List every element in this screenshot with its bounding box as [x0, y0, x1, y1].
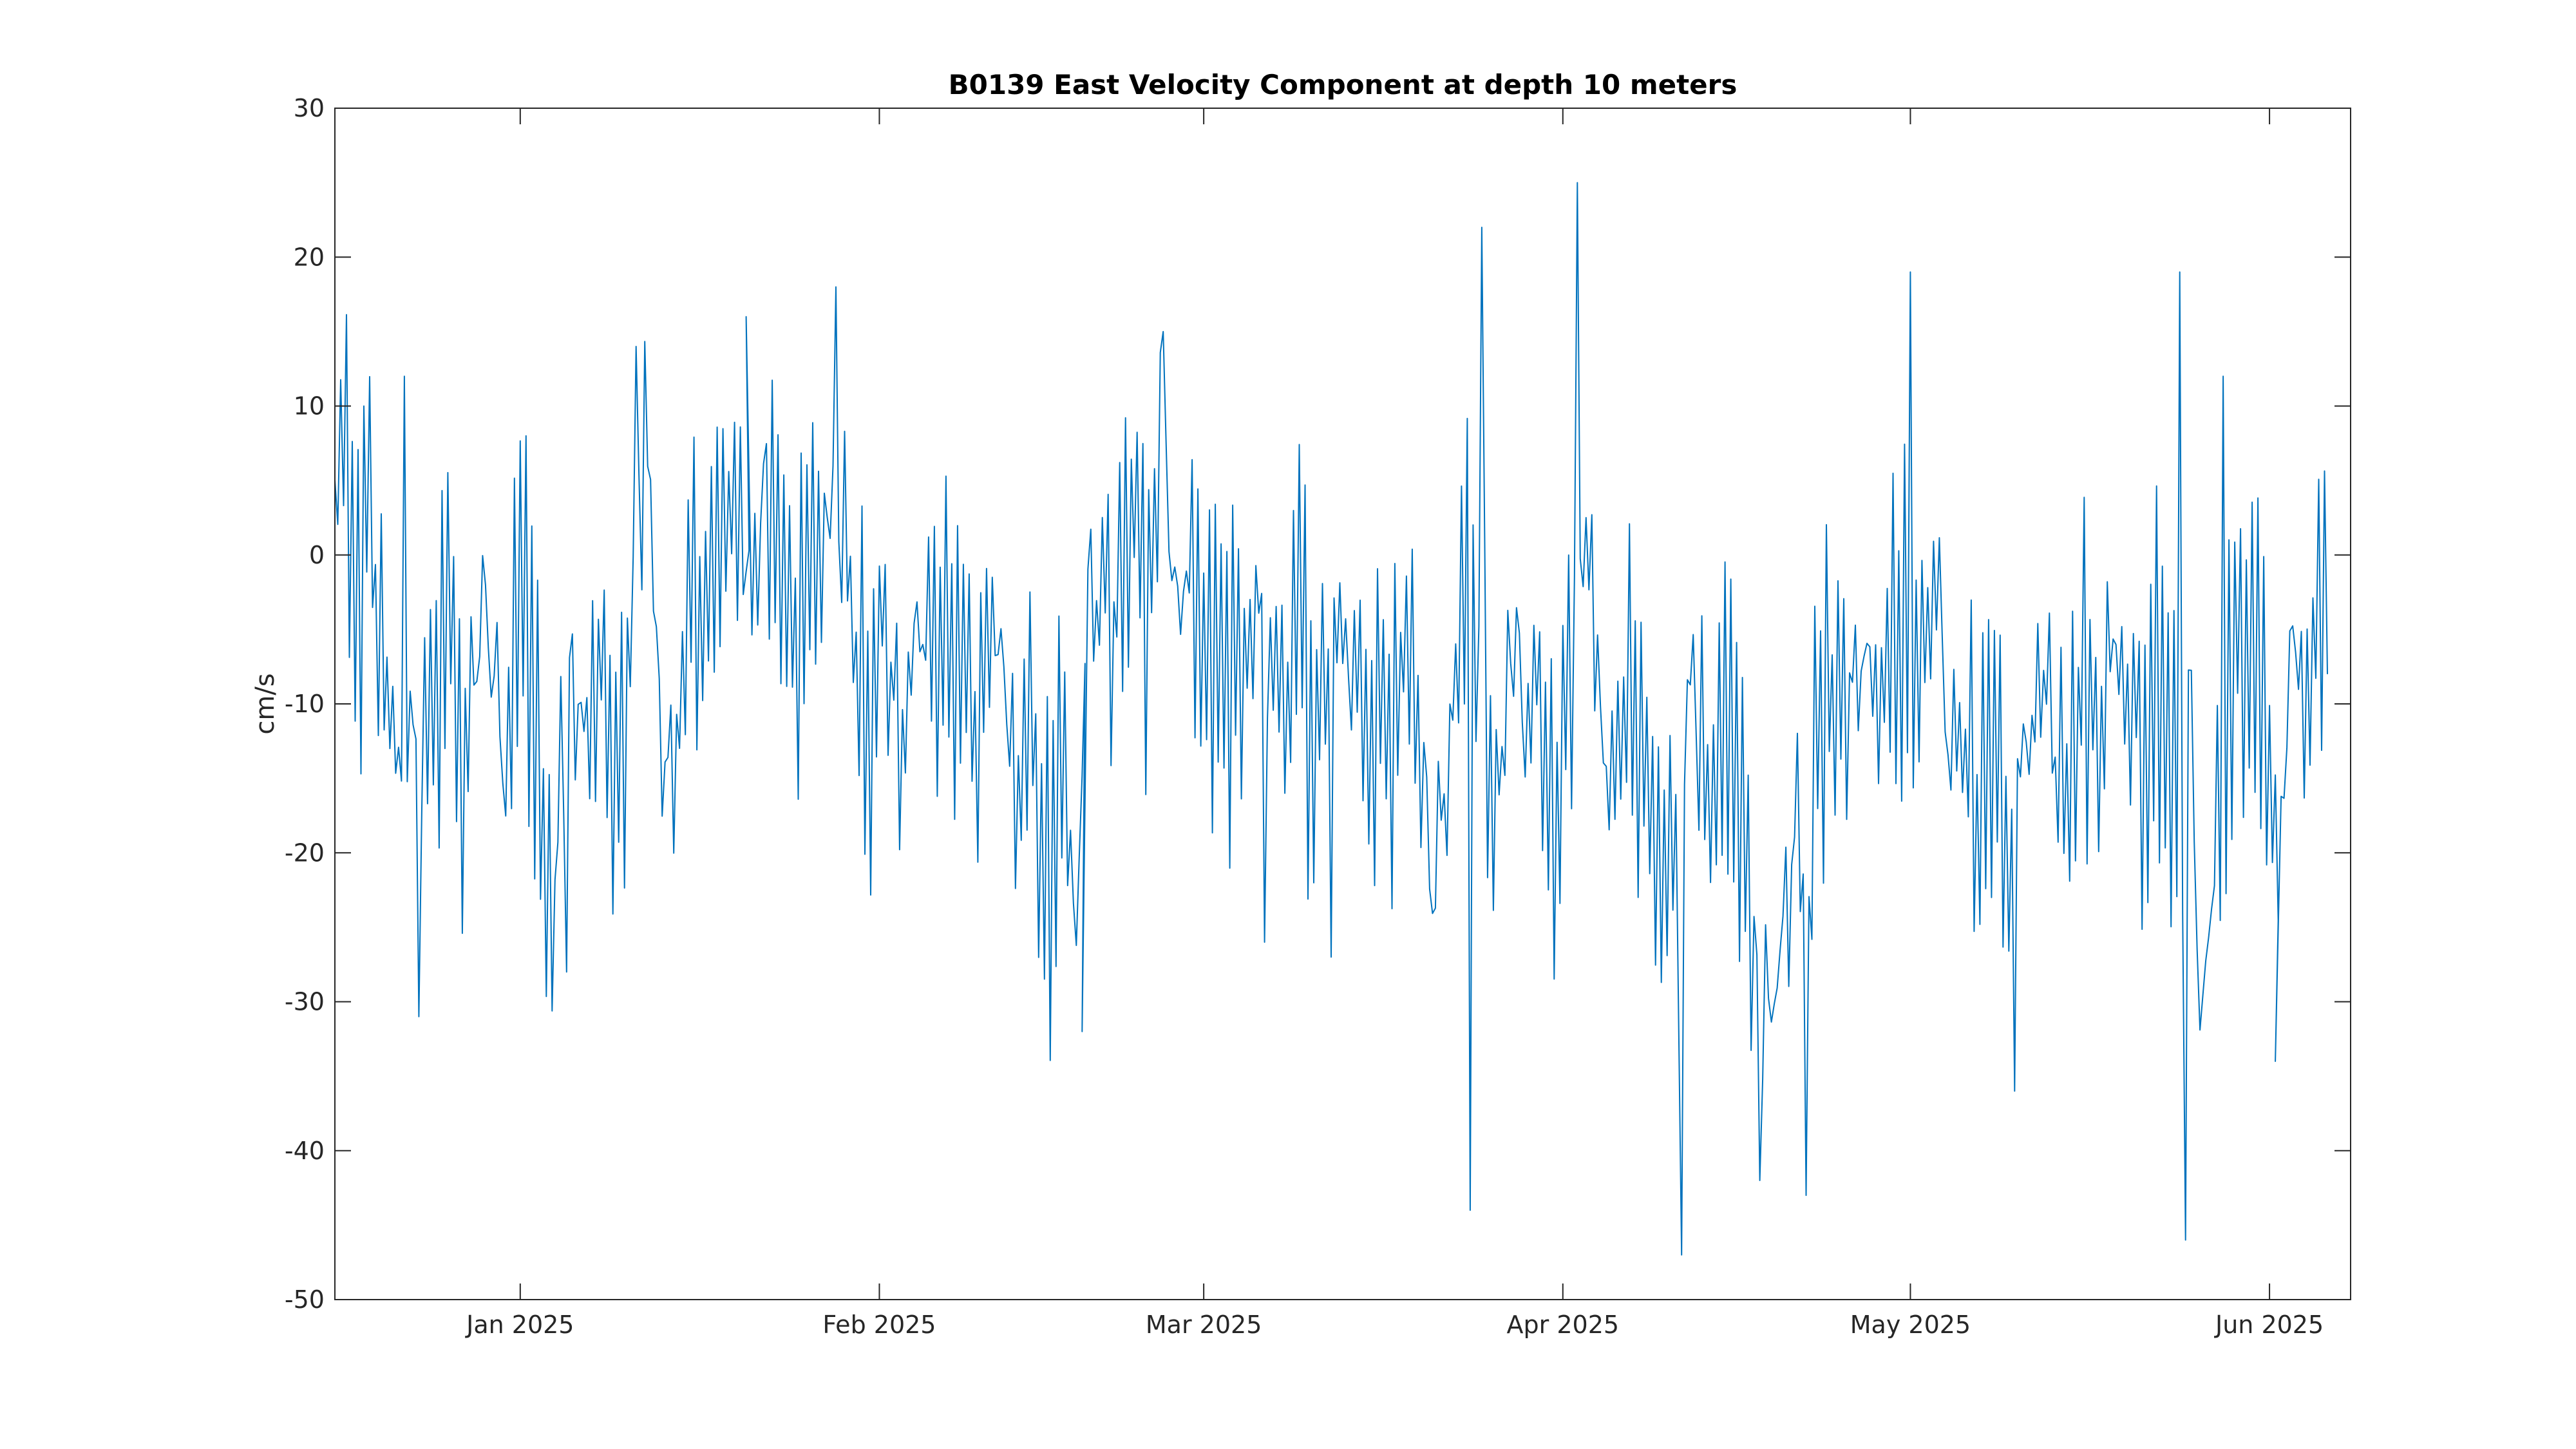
x-tick-label: Feb 2025 [822, 1311, 936, 1339]
plot-area [335, 108, 2351, 1300]
x-tick-label: Mar 2025 [1146, 1311, 1262, 1339]
y-tick-label: 20 [294, 243, 325, 271]
y-axis-label: cm/s [251, 673, 280, 734]
y-tick-label: -30 [285, 988, 325, 1016]
y-tick-label: -40 [285, 1137, 325, 1165]
x-tick-label: May 2025 [1850, 1311, 1971, 1339]
series-layer [334, 182, 2328, 1256]
series-line [334, 182, 2328, 1256]
y-tick-label: 30 [294, 94, 325, 122]
y-tick-label: 0 [309, 541, 325, 569]
x-tick-label: Jan 2025 [465, 1311, 574, 1339]
x-tick-label: Apr 2025 [1507, 1311, 1620, 1339]
chart-title: B0139 East Velocity Component at depth 1… [949, 69, 1738, 100]
ticks-layer: 30 20 10 0 -10 -20 -30 -40 -50 Jan 2025 Feb 2025 Ma… [285, 94, 2351, 1339]
x-tick-label: Jun 2025 [2214, 1311, 2324, 1339]
y-tick-label: -50 [285, 1285, 325, 1314]
y-tick-label: -20 [285, 838, 325, 867]
y-tick-label: 10 [294, 392, 325, 421]
y-tick-label: -10 [285, 690, 325, 718]
